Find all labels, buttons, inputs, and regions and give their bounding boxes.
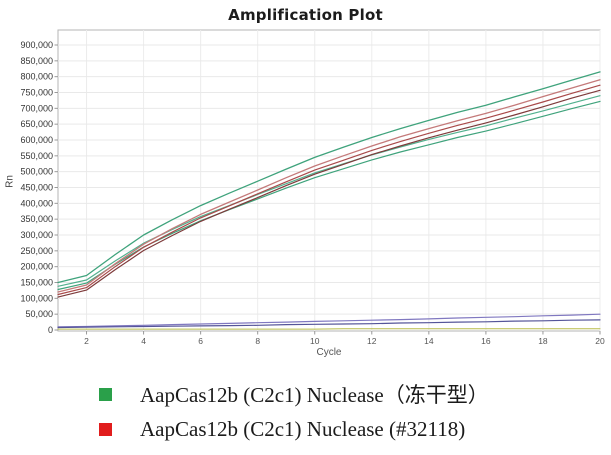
y-tick-label: 250,000 [20,246,53,256]
red-square-icon [99,422,112,436]
y-tick-label: 500,000 [20,167,53,177]
y-tick-label: 800,000 [20,72,53,82]
y-axis-label: Rn [4,175,16,188]
y-tick-label: 450,000 [20,183,53,193]
green-square-icon [99,387,112,401]
y-tick-label: 900,000 [20,40,53,50]
y-tick-label: 50,000 [25,309,53,319]
x-tick-label: 14 [424,336,434,346]
y-tick-label: 350,000 [20,214,53,224]
y-tick-label: 750,000 [20,88,53,98]
legend-item-32118: AapCas12b (C2c1) Nuclease (#32118) [99,415,579,443]
y-tick-label: 850,000 [20,56,53,66]
x-tick-label: 10 [310,336,320,346]
x-tick-label: 4 [141,336,146,346]
x-tick-label: 20 [595,336,605,346]
series-line [57,319,601,329]
legend: AapCas12b (C2c1) Nuclease（冻干型） AapCas12b… [99,380,579,450]
y-tick-label: 400,000 [20,198,53,208]
x-tick-label: 2 [84,336,89,346]
x-tick-label: 18 [538,336,548,346]
y-tick-label: 150,000 [20,278,53,288]
series-line [57,79,601,293]
x-axis-label: Cycle [316,347,342,358]
y-tick-label: 550,000 [20,151,53,161]
series-line [57,89,601,298]
y-tick-label: 650,000 [20,119,53,129]
x-tick-label: 16 [481,336,491,346]
series-line [57,84,601,296]
series-line [57,313,601,328]
y-tick-label: 0 [48,325,53,335]
x-tick-label: 12 [367,336,377,346]
y-tick-label: 200,000 [20,262,53,272]
x-tick-label: 6 [198,336,203,346]
y-tick-label: 300,000 [20,230,53,240]
x-tick-label: 8 [255,336,260,346]
amplification-plot-canvas: 2 4 6 8 10 12 14 16 18 20 0 50,000 100,000 150,000 200… [20,29,605,346]
legend-item-lyophilized: AapCas12b (C2c1) Nuclease（冻干型） [99,380,579,408]
series-line [57,71,601,284]
y-tick-label: 100,000 [20,293,53,303]
legend-label-32118: AapCas12b (C2c1) Nuclease (#32118) [140,416,466,441]
plot-frame [57,29,601,332]
chart-title: Amplification Plot [228,6,383,24]
legend-label-lyophilized: AapCas12b (C2c1) Nuclease（冻干型） [140,383,489,407]
y-tick-label: 700,000 [20,103,53,113]
y-tick-label: 600,000 [20,135,53,145]
